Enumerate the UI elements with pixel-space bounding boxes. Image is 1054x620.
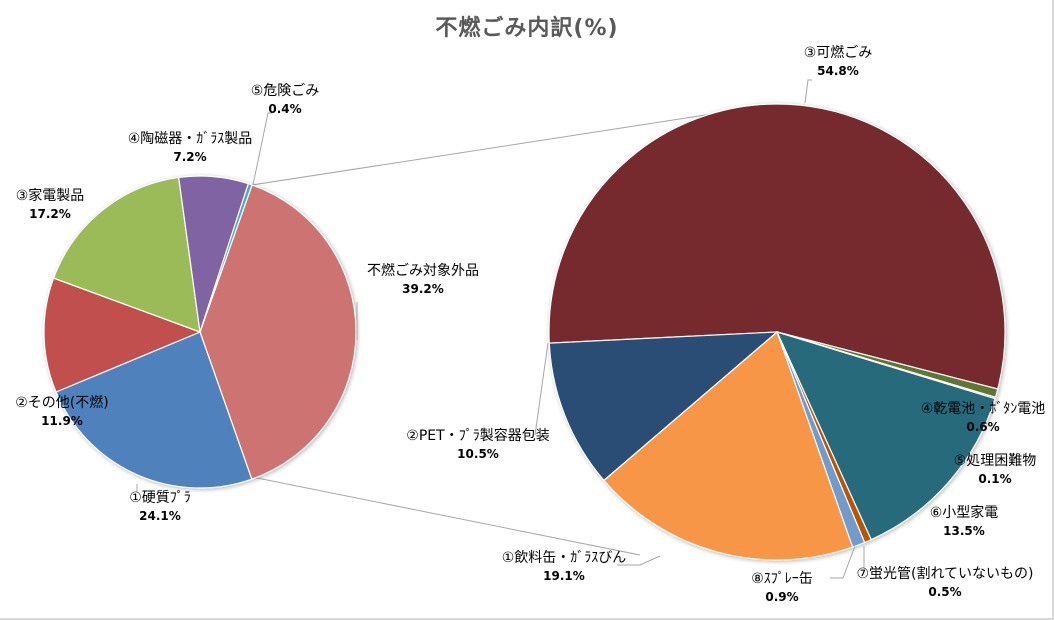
pie-connector-lines bbox=[251, 103, 778, 556]
data-label-value: 0.1% bbox=[978, 472, 1012, 486]
series-connector-line bbox=[251, 476, 641, 556]
data-label-category: ①飲料缶・ｶﾞﾗｽびん bbox=[501, 550, 627, 566]
data-label-value: 10.5% bbox=[457, 447, 499, 461]
data-label-category: ②その他(不燃) bbox=[15, 395, 109, 411]
pie-slice[interactable] bbox=[199, 182, 253, 333]
leader-line bbox=[617, 555, 661, 566]
data-label-value: 11.9% bbox=[41, 414, 83, 428]
leader-line bbox=[534, 342, 549, 436]
data-label-value: 13.5% bbox=[943, 524, 985, 538]
data-label: ⑤危険ごみ 0.4% bbox=[251, 82, 320, 118]
data-label: ③可燃ごみ 54.8% bbox=[804, 44, 873, 80]
chart-title: 不燃ごみ内訳(%) bbox=[435, 16, 619, 41]
data-label-value: 0.6% bbox=[966, 420, 1000, 434]
pie-slice[interactable] bbox=[52, 176, 201, 333]
data-label-category: ⑦蛍光管(割れていないもの) bbox=[856, 566, 1034, 582]
data-label-category: ⑥小型家電 bbox=[929, 505, 999, 521]
leader-line bbox=[804, 79, 812, 104]
data-label-value: 19.1% bbox=[543, 569, 585, 583]
data-label: ②その他(不燃) 11.9% bbox=[15, 394, 108, 430]
data-label: ①飲料缶・ｶﾞﾗｽびん 19.1% bbox=[502, 549, 627, 585]
data-label-category: ③可燃ごみ bbox=[803, 45, 873, 61]
data-label: ②PET・ﾌﾟﾗ製容器包装 10.5% bbox=[406, 427, 549, 463]
pie-slice[interactable] bbox=[55, 331, 253, 489]
data-label: ⑥小型家電 13.5% bbox=[930, 504, 999, 540]
data-label-category: ①硬質ﾌﾟﾗ bbox=[129, 490, 191, 506]
primary-pie bbox=[43, 175, 357, 489]
pie-slice[interactable] bbox=[603, 330, 854, 561]
data-label: ⑤処理困難物 0.1% bbox=[954, 452, 1037, 488]
data-label-category: ③家電製品 bbox=[15, 188, 85, 204]
data-label-category: ④乾電池・ﾎﾞﾀﾝ電池 bbox=[920, 401, 1046, 417]
pie-slice[interactable] bbox=[548, 103, 1006, 390]
pie-slice[interactable] bbox=[775, 331, 996, 541]
leader-line bbox=[830, 545, 856, 579]
data-label-category: 不燃ごみ対象外品 bbox=[367, 263, 479, 279]
secondary-pie bbox=[548, 103, 1006, 561]
data-label-category: ②PET・ﾌﾟﾗ製容器包装 bbox=[406, 428, 550, 444]
data-label-value: 7.2% bbox=[173, 150, 207, 164]
data-label: ④乾電池・ﾎﾞﾀﾝ電池 0.6% bbox=[921, 400, 1046, 436]
pie-slice[interactable] bbox=[199, 184, 357, 480]
data-label-category: ④陶磁器・ｶﾞﾗｽ製品 bbox=[127, 131, 253, 147]
data-label: ①硬質ﾌﾟﾗ 24.1% bbox=[129, 489, 191, 525]
data-label: ④陶磁器・ｶﾞﾗｽ製品 7.2% bbox=[128, 130, 253, 166]
data-label-value: 0.9% bbox=[765, 590, 799, 604]
pie-slice[interactable] bbox=[548, 331, 779, 482]
data-label-value: 0.4% bbox=[268, 102, 302, 116]
data-label: 不燃ごみ対象外品 39.2% bbox=[367, 262, 479, 298]
data-label-value: 39.2% bbox=[402, 282, 444, 296]
label-leader-lines bbox=[136, 79, 865, 579]
leader-line bbox=[252, 112, 272, 186]
data-label: ⑦蛍光管(割れていないもの) 0.5% bbox=[856, 565, 1033, 601]
data-label-value: 54.8% bbox=[817, 64, 859, 78]
data-label-category: ⑤処理困難物 bbox=[953, 453, 1037, 469]
data-label-value: 24.1% bbox=[139, 509, 181, 523]
data-label: ⑧ｽﾌﾟﾚｰ缶 0.9% bbox=[751, 570, 813, 606]
pie-slice[interactable] bbox=[43, 277, 202, 393]
series-connector-line bbox=[251, 103, 778, 186]
data-label: ③家電製品 17.2% bbox=[16, 187, 85, 223]
data-label-category: ⑤危険ごみ bbox=[250, 83, 320, 99]
data-label-category: ⑧ｽﾌﾟﾚｰ缶 bbox=[751, 571, 813, 587]
data-label-value: 0.5% bbox=[928, 585, 962, 599]
data-label-value: 17.2% bbox=[29, 207, 71, 221]
